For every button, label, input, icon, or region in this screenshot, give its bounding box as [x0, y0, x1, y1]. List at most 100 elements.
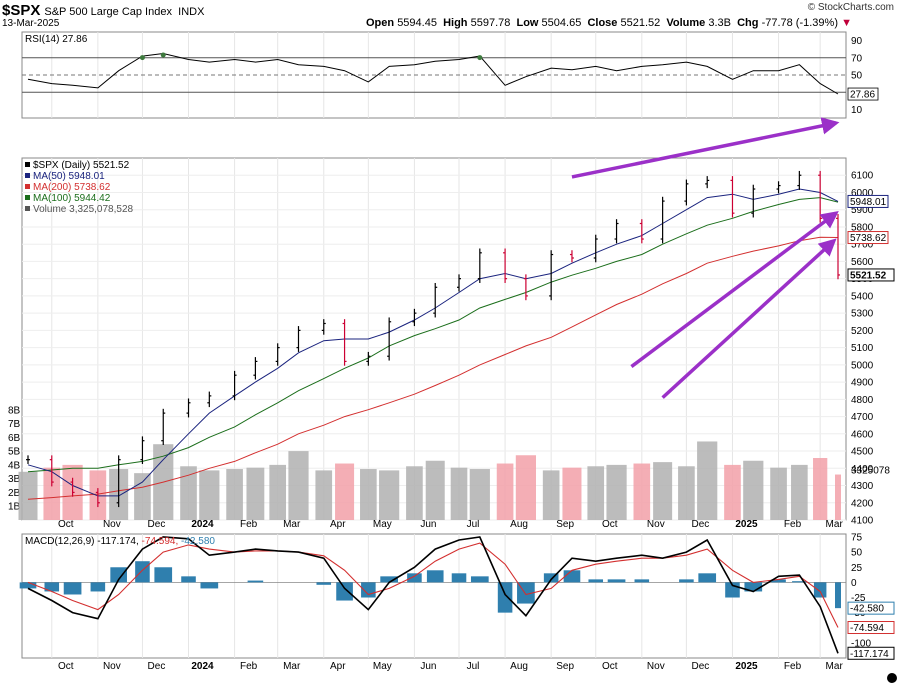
volume-tick-label: 4B [8, 460, 21, 471]
macd-histogram-bar [154, 567, 173, 583]
macd-histogram-bar [771, 579, 786, 583]
volume-value-label: 3325078 [851, 465, 890, 476]
macd-value-label: -42.580 [850, 604, 884, 615]
volume-bar [269, 464, 287, 520]
ma50-value-label: 5948.01 [850, 197, 887, 208]
volume-bar [360, 469, 377, 520]
last-price-box [847, 268, 895, 282]
volume-tick-label: 1B [8, 502, 21, 513]
volume-bar [678, 466, 695, 520]
macd-histogram-bar [698, 573, 717, 583]
volume-bar [180, 466, 197, 520]
macd-histogram-bar [247, 580, 264, 583]
exchange: INDX [178, 6, 205, 18]
macd-histogram-bar [19, 582, 37, 589]
volume-bar [697, 441, 718, 520]
panel-macd [21, 533, 847, 659]
x-tick-label-price: Jun [420, 519, 436, 530]
chg-label: Chg [737, 17, 759, 29]
volume-bar [562, 467, 582, 520]
volume-bar [288, 451, 309, 520]
price-tick-label: 5100 [851, 343, 874, 354]
down-triangle-icon: ▼ [841, 17, 852, 29]
x-tick-label-macd: Jun [420, 661, 436, 672]
x-tick-label-price: Nov [647, 519, 665, 530]
price-tick-label: 4400 [851, 464, 874, 475]
price-tick-label: 4300 [851, 481, 874, 492]
rsi-value-label: 27.86 [850, 90, 875, 101]
x-tick-label-price: May [373, 519, 392, 530]
x-tick-label-price: Mar [826, 519, 844, 530]
price-legend-entry: Volume 3,325,078,528 [33, 204, 134, 215]
purple-arrow [661, 238, 837, 399]
last-price-label: 5521.52 [850, 270, 887, 281]
rsi-overbought-mark [160, 52, 166, 58]
volume-bar [425, 460, 445, 520]
volume-tick-label: 6B [8, 433, 21, 444]
rsi-tick-label: 90 [851, 36, 863, 47]
macd-histogram-bar [634, 579, 650, 583]
x-tick-label-macd: Oct [602, 661, 618, 672]
chg-value: -77.78 (-1.39%) [761, 17, 838, 29]
volume-bar [724, 464, 741, 520]
volume-bar [606, 464, 627, 520]
macd-histogram-bar [744, 582, 763, 592]
macd-histogram-bar [543, 573, 559, 583]
price-tick-label: 5000 [851, 360, 874, 371]
low-label: Low [516, 17, 539, 29]
macd-legend: MACD(12,26,9) -117.174, -74.594, -42.580 [25, 536, 215, 547]
brand-label: © StockCharts.com [807, 2, 894, 13]
legend-swatch [25, 195, 30, 200]
price-tick-label: 5700 [851, 240, 874, 251]
x-tick-label-price: Aug [510, 519, 528, 530]
legend-swatch [25, 206, 30, 211]
macd-histogram-bar [497, 582, 513, 613]
price-tick-label: 5800 [851, 222, 874, 233]
x-tick-label-macd: Oct [58, 661, 74, 672]
macd-value-label: -74.594 [850, 623, 884, 634]
volume-bar [406, 466, 423, 520]
macd-histogram-bar [835, 582, 841, 609]
x-tick-label-price: Jul [467, 519, 480, 530]
macd-histogram-bar [407, 573, 422, 583]
symbol: $SPX [2, 2, 41, 19]
rsi-tick-label: 70 [851, 53, 863, 64]
price-tick-label: 4200 [851, 498, 874, 509]
x-tick-label-macd: Jul [467, 661, 480, 672]
macd-tick-label: -25 [851, 593, 866, 604]
x-tick-label-price: Mar [283, 519, 301, 530]
volume-bar [515, 455, 536, 520]
volume-bar [450, 467, 468, 520]
x-tick-label-macd: Apr [330, 661, 346, 672]
macd-tick-label: 50 [851, 548, 863, 559]
legend-swatch [25, 162, 30, 167]
macd-histogram-bar [44, 582, 60, 592]
macd-legend-part: -42.580 [181, 536, 215, 547]
volume-tick-label: 8B [8, 405, 21, 416]
volume-bar [743, 460, 764, 520]
price-tick-label: 6100 [851, 171, 874, 182]
volume-bar [379, 470, 400, 520]
volume-tick-label: 7B [8, 419, 21, 430]
high-value: 5597.78 [470, 17, 511, 29]
volume-bar [835, 474, 841, 520]
legend-swatch [25, 173, 30, 178]
macd-legend-part: MACD(12,26,9) [25, 536, 97, 547]
volume-bar [335, 463, 355, 520]
price-tick-label: 4600 [851, 429, 874, 440]
rsi-overbought-mark [477, 55, 483, 61]
macd-histogram-bar [588, 579, 604, 583]
rsi-tick-label: 50 [851, 71, 863, 82]
macd-histogram-bar [451, 573, 467, 583]
chart-date: 13-Mar-2025 [2, 18, 60, 29]
macd-histogram-bar [181, 576, 196, 583]
macd-histogram-bar [679, 579, 694, 583]
macd-line-1 [27, 542, 839, 628]
macd-histogram-bar [200, 582, 219, 589]
volume-bar [469, 469, 490, 520]
ma200-value-label: 5738.62 [850, 233, 887, 244]
x-tick-label-macd: 2025 [735, 661, 758, 672]
ma-line-3 [27, 197, 839, 473]
x-tick-label-price: Feb [784, 519, 802, 530]
